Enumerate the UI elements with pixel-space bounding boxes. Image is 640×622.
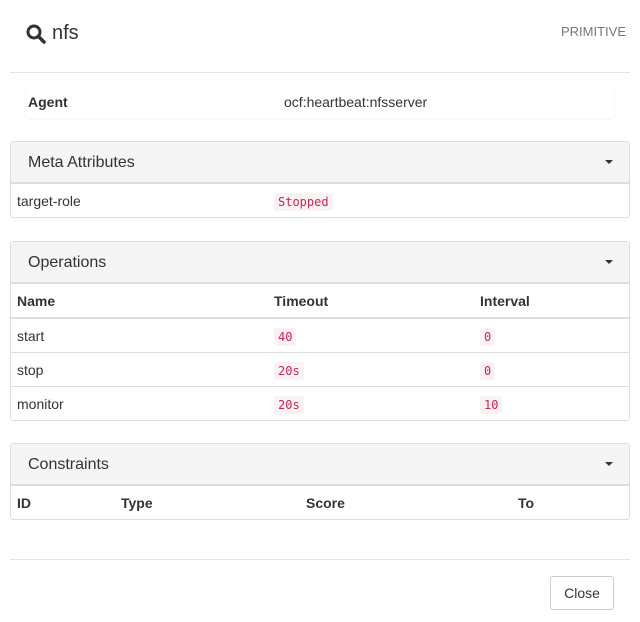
resource-name: nfs — [52, 22, 79, 44]
meta-attributes-panel: Meta Attributes target-role Stopped — [10, 141, 630, 218]
resource-type: PRIMITIVE — [560, 24, 626, 39]
table-row: monitor 20s 10 — [11, 386, 629, 420]
op-timeout: 20s — [274, 361, 304, 380]
op-name: start — [11, 317, 268, 353]
panel-title: Operations — [28, 254, 107, 271]
table-row: start 40 0 — [11, 317, 629, 353]
constraints-panel: Constraints ID Type Score To — [10, 443, 630, 520]
table-row: stop 20s 0 — [11, 352, 629, 387]
constraints-header[interactable]: Constraints — [11, 444, 629, 486]
col-type: Type — [121, 494, 153, 511]
modal-title: nfs — [26, 22, 79, 45]
col-interval: Interval — [474, 284, 629, 319]
panel-title: Meta Attributes — [28, 154, 135, 171]
col-timeout: Timeout — [268, 284, 474, 319]
modal-header: nfs PRIMITIVE — [10, 0, 630, 73]
col-score: Score — [306, 494, 345, 511]
agent-value: ocf:heartbeat:nfsserver — [284, 94, 428, 110]
op-interval: 10 — [480, 395, 503, 414]
op-timeout: 20s — [274, 395, 304, 414]
attr-name: target-role — [17, 192, 81, 209]
meta-attributes-header[interactable]: Meta Attributes — [11, 142, 629, 184]
caret-down-icon[interactable] — [605, 260, 613, 264]
op-name: monitor — [11, 386, 268, 420]
caret-down-icon[interactable] — [605, 160, 613, 164]
col-id: ID — [17, 494, 31, 511]
attr-value: Stopped — [274, 192, 333, 211]
table-row: target-role Stopped — [11, 184, 629, 217]
op-name: stop — [11, 352, 268, 387]
panel-title: Constraints — [28, 456, 109, 473]
caret-down-icon[interactable] — [605, 462, 613, 466]
col-to: To — [518, 494, 535, 511]
col-name: Name — [11, 284, 268, 319]
operations-header[interactable]: Operations — [11, 242, 629, 284]
agent-row: Agent ocf:heartbeat:nfsserver — [26, 86, 614, 118]
operations-panel: Operations Name Timeout Interval start 40 0 … — [10, 241, 630, 421]
op-interval: 0 — [480, 361, 496, 380]
modal-footer-divider — [10, 559, 630, 560]
search-icon — [26, 24, 46, 44]
op-interval: 0 — [480, 327, 496, 346]
agent-label: Agent — [28, 94, 68, 110]
close-button[interactable]: Close — [550, 576, 614, 610]
op-timeout: 40 — [274, 327, 297, 346]
